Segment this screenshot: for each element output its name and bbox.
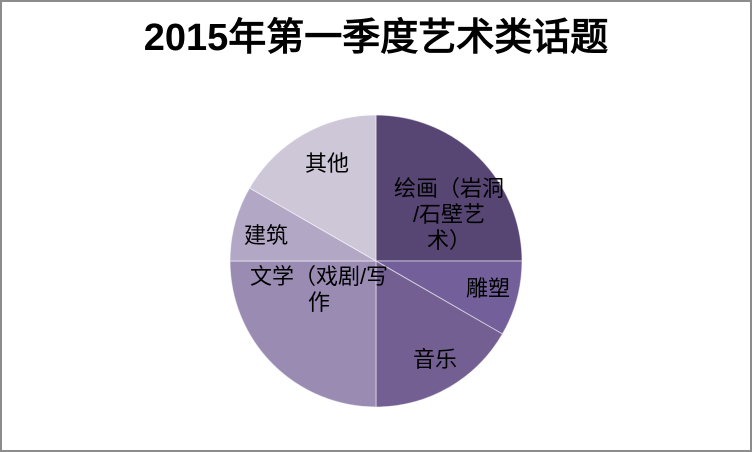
pie-slice-label-3: 音乐 (413, 347, 457, 372)
pie-slice-label-2: 雕塑 (466, 276, 510, 301)
pie-slice-label-1: 绘画（岩洞/石壁艺术） (394, 176, 504, 253)
pie-slice-4[interactable] (229, 260, 377, 408)
pie-slice-1[interactable] (375, 114, 523, 262)
pie-slice-label-4: 文学（戏剧/写作 (250, 264, 388, 315)
chart-title: 2015年第一季度艺术类话题 (143, 17, 609, 59)
pie-slice-3[interactable] (375, 260, 503, 408)
pie-slice-label-6: 其他 (305, 151, 349, 176)
pie-slice-label-5: 建筑 (244, 223, 288, 248)
pie-slice-6[interactable] (249, 114, 377, 262)
